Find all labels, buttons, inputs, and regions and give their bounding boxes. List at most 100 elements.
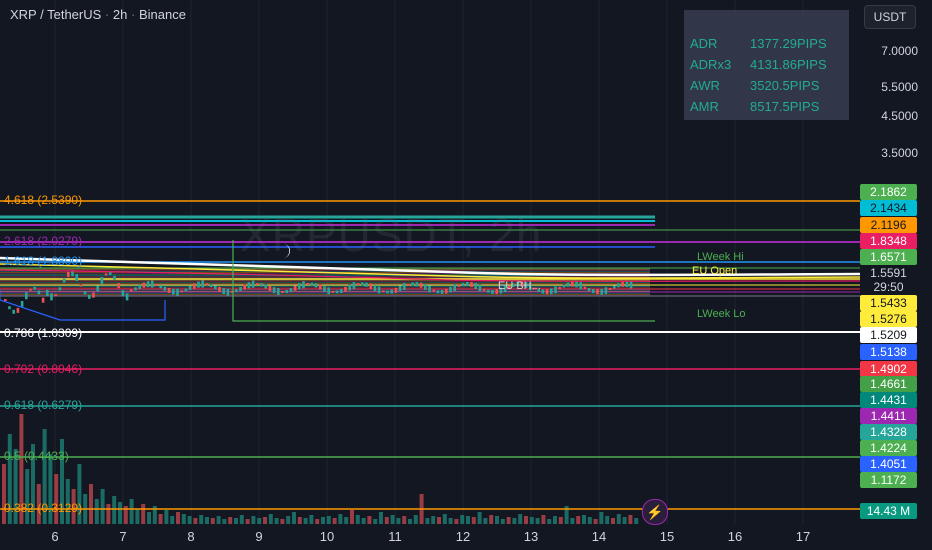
volume-bar: [500, 519, 505, 524]
price-candle: [428, 285, 431, 293]
volume-bar: [338, 514, 343, 524]
volume-bar: [564, 506, 569, 524]
fib-level-label: 0.382 (0.3129): [4, 501, 83, 515]
volume-bar: [263, 517, 267, 524]
price-candle: [159, 285, 162, 289]
volume-bar: [94, 499, 99, 524]
price-tag: 1.1172: [860, 472, 917, 488]
price-candle: [562, 284, 566, 288]
stats-value: 8517.5PIPS: [750, 99, 820, 114]
price-candle: [377, 286, 381, 294]
volume-bar: [152, 506, 157, 524]
volume-bar: [489, 515, 494, 524]
price-candle: [382, 290, 385, 293]
stats-label: ADR: [690, 36, 718, 51]
volume-bar: [390, 515, 395, 524]
price-candle: [335, 290, 339, 294]
week-low-line: [232, 240, 655, 322]
price-candle: [277, 288, 280, 296]
price-candle: [424, 283, 427, 290]
volume-bar: [205, 517, 209, 524]
volume-bar: [100, 489, 105, 524]
volume-bar: [547, 519, 552, 524]
volume-bar: [599, 512, 604, 524]
price-candle: [293, 285, 297, 291]
price-candle: [134, 287, 137, 291]
price-candle: [403, 283, 406, 291]
time-axis-label: 6: [51, 529, 59, 544]
price-candle: [62, 278, 66, 283]
volume-bar: [257, 518, 262, 524]
volume-bar: [228, 517, 233, 524]
volume-bar: [89, 484, 93, 524]
price-candle: [33, 286, 36, 290]
price-candle: [268, 285, 272, 291]
volume-bar: [437, 517, 441, 524]
volume-bar: [524, 516, 528, 524]
fib-level-label: 0.702 (0.8046): [4, 362, 83, 376]
price-candle: [629, 281, 633, 289]
price-candle: [138, 284, 141, 289]
price-candle: [310, 282, 314, 286]
volume-bar: [321, 517, 325, 524]
volume-bar: [309, 515, 314, 524]
volume-bar: [425, 518, 430, 524]
price-candle: [12, 309, 15, 314]
volume-bar: [344, 517, 349, 524]
ma-curve-white: [0, 256, 861, 277]
volume-bar: [361, 518, 366, 524]
fib-level-label: 1.618 (1.8800): [4, 254, 83, 268]
price-candle: [537, 288, 540, 292]
lightning-bolt-icon[interactable]: ⚡: [642, 499, 668, 525]
volume-bar: [634, 518, 639, 524]
time-axis-label: 12: [455, 529, 471, 544]
volume-bar: [454, 519, 459, 524]
price-candle: [172, 288, 175, 295]
volume-bar: [593, 519, 598, 524]
price-candle: [58, 287, 62, 291]
volume-bar: [118, 502, 122, 524]
price-candle: [541, 289, 545, 294]
price-candle: [394, 287, 398, 293]
price-candle: [121, 290, 125, 297]
price-candle: [151, 280, 154, 288]
price-candle: [613, 285, 616, 289]
price-candle: [587, 288, 591, 292]
price-tag: 1.5276: [860, 311, 917, 327]
price-axis-label: 3.5000: [881, 146, 918, 160]
price-tag: 1.4411: [860, 408, 917, 424]
price-candles: [4, 270, 633, 314]
price-candle: [218, 286, 221, 292]
stats-label: AWR: [690, 78, 720, 93]
price-candle: [130, 289, 133, 292]
symbol-name: XRP / TetherUS: [10, 7, 102, 22]
price-candle: [583, 286, 587, 289]
volume-bar: [280, 519, 285, 524]
price-candle: [579, 282, 582, 290]
price-candle: [16, 307, 20, 313]
price-candle: [482, 288, 486, 291]
price-candle: [8, 306, 11, 310]
currency-button[interactable]: USDT: [864, 5, 916, 29]
volume-bar: [141, 504, 146, 524]
volume-bar: [408, 519, 412, 524]
range-stats-table: ADR 1377.29PIPS ADRx3 4131.86PIPS AWR 3520.…: [684, 10, 849, 120]
price-candle: [96, 285, 99, 292]
volume-bar: [210, 518, 215, 524]
price-candle: [92, 292, 95, 298]
volume-bar: [587, 517, 592, 524]
time-axis-label: 11: [388, 529, 402, 544]
volume-bar: [25, 469, 30, 524]
volume-bar: [495, 516, 499, 524]
fib-level-label: 4.618 (2.5390): [4, 193, 83, 207]
volume-bar: [60, 439, 64, 524]
price-candle: [104, 273, 108, 276]
price-candle: [314, 283, 318, 288]
exchange-label: Binance: [138, 7, 186, 22]
price-tag: 1.5138: [860, 344, 917, 360]
volume-bar: [570, 518, 575, 524]
volume-bar: [431, 516, 436, 524]
price-candle: [470, 282, 473, 288]
volume-bar: [36, 484, 41, 524]
